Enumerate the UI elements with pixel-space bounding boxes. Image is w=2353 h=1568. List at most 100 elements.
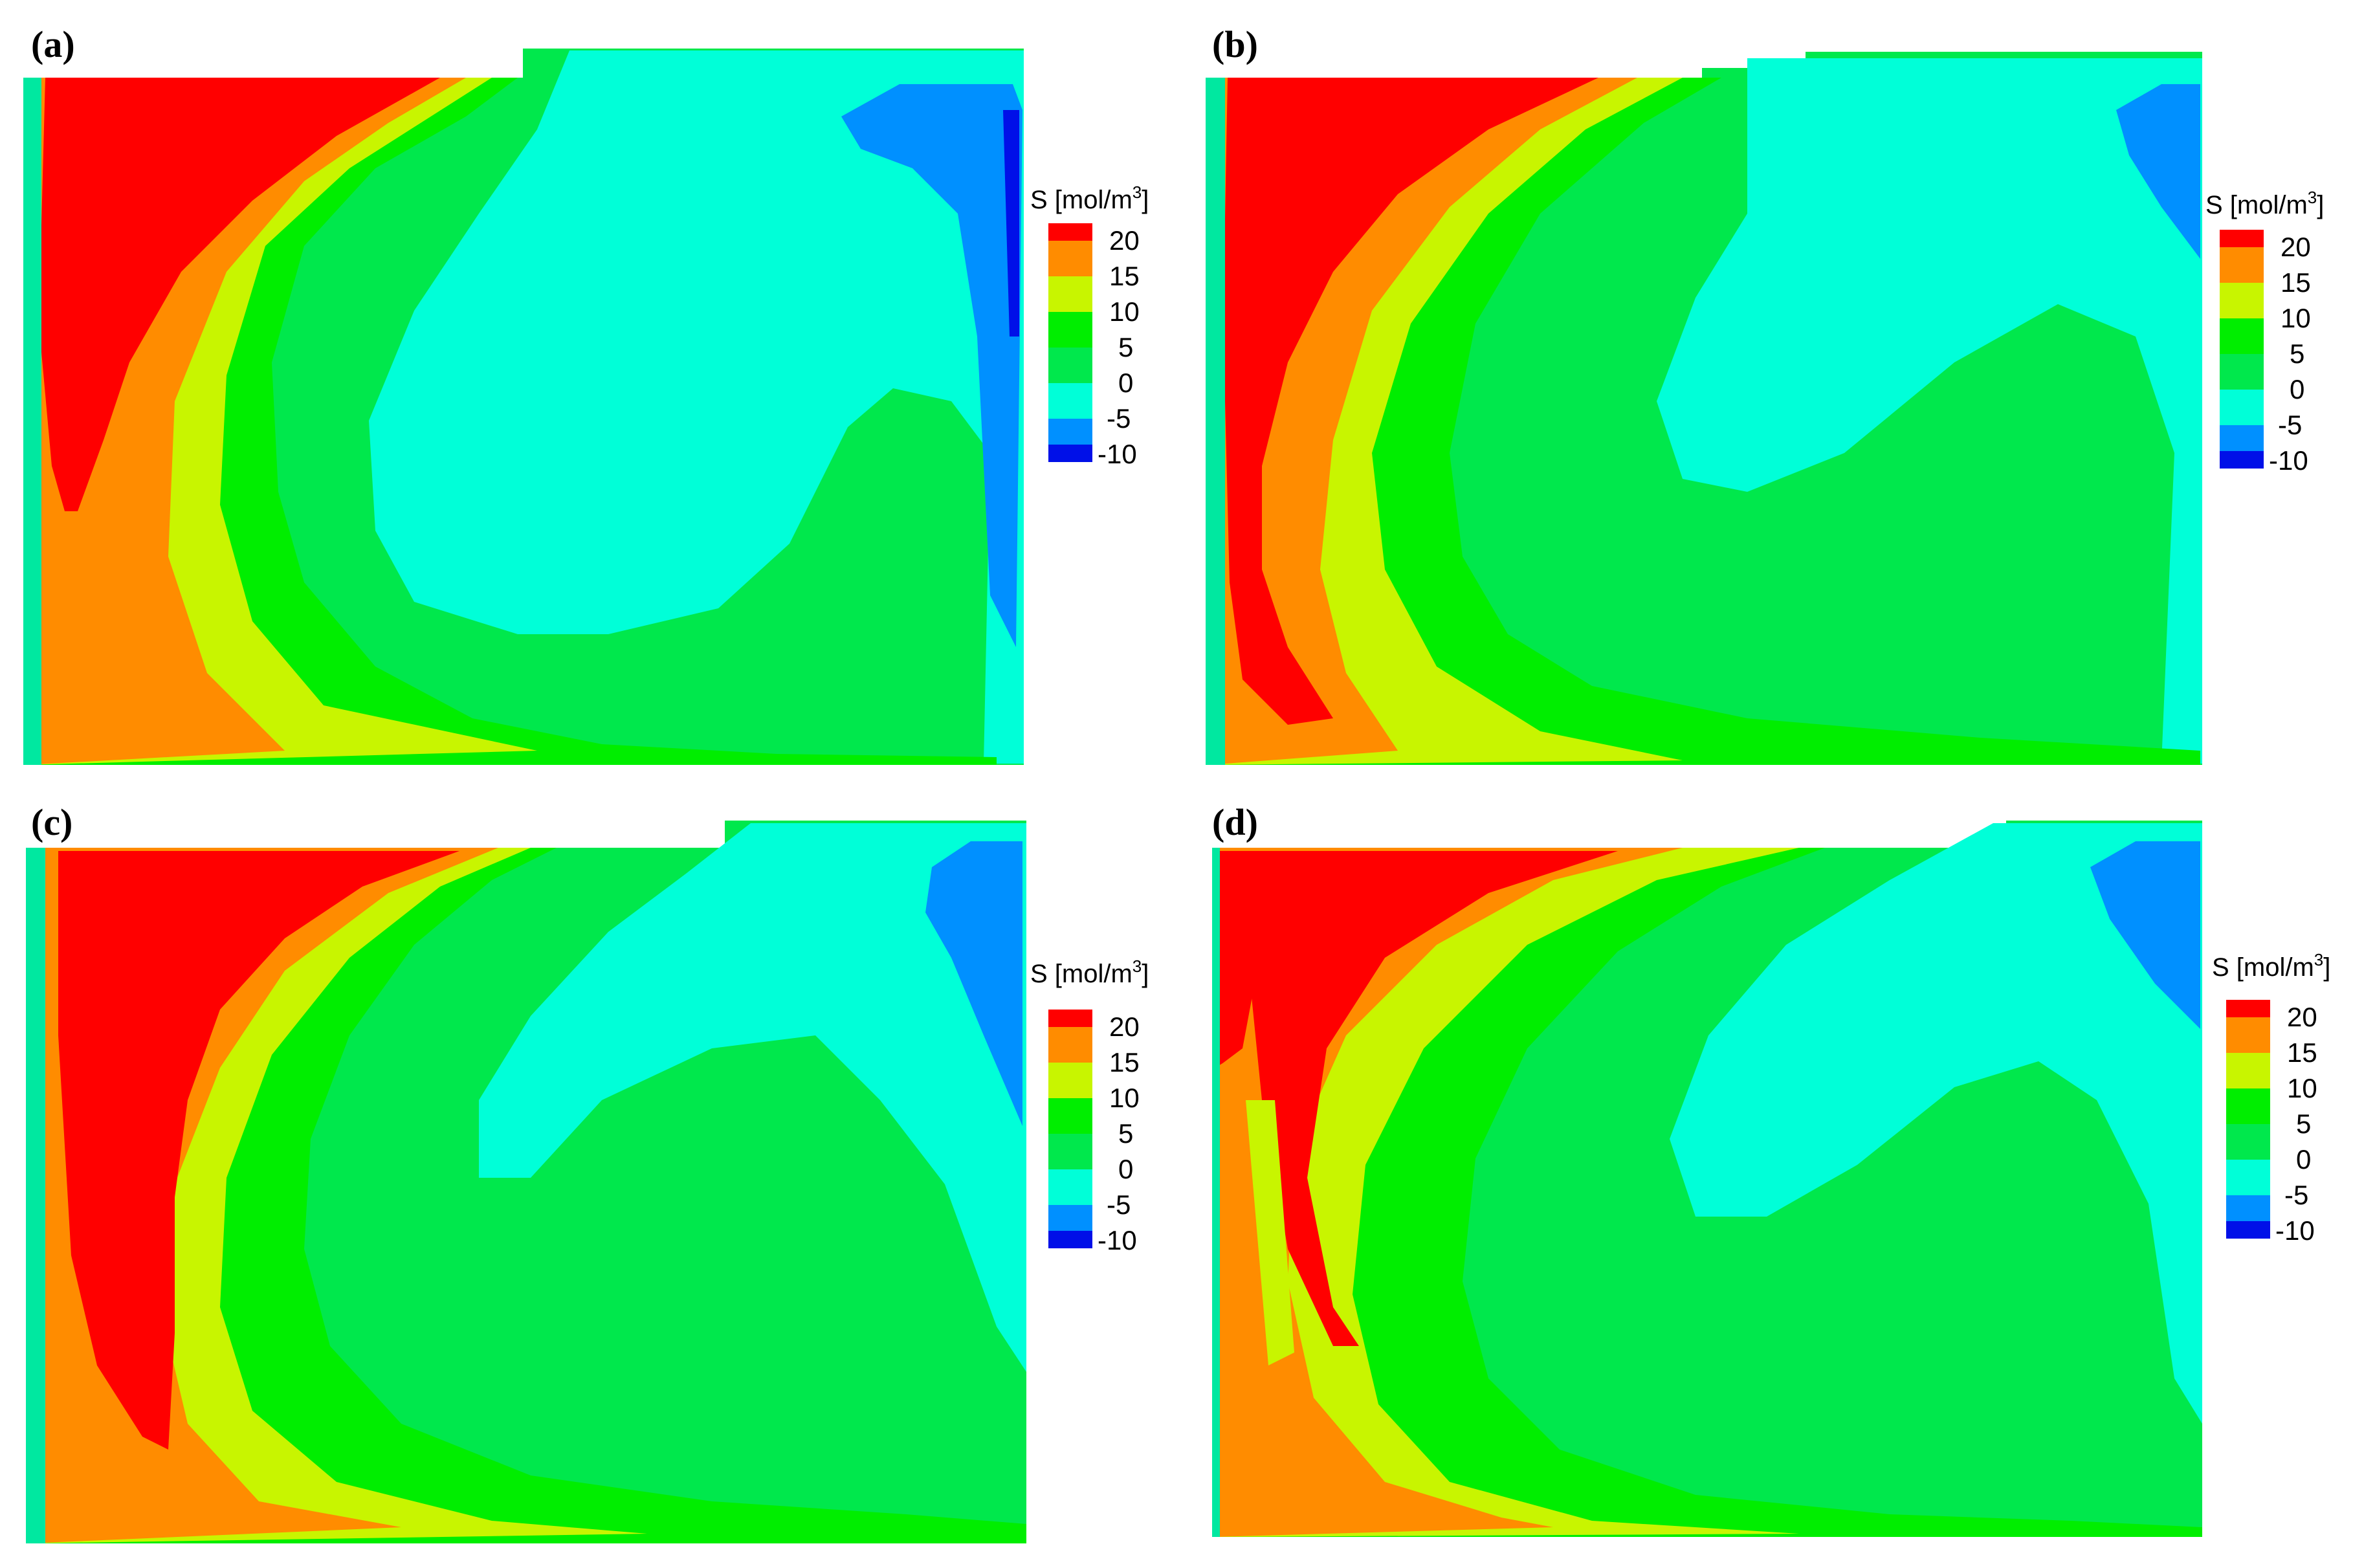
region-cyan-d — [1670, 823, 2202, 1424]
legend-tick-b-m5: -5 — [2278, 410, 2302, 440]
legend-tick-d-m5: -5 — [2284, 1180, 2308, 1210]
legend-tick-d-10: 10 — [2287, 1073, 2317, 1103]
legend-c: S [mol/m3] 20 15 10 5 0 -5 -10 — [1030, 956, 1149, 1255]
region-20-c — [58, 851, 459, 1450]
panel-label-a: (a) — [31, 23, 75, 65]
legend-tick-b-10: 10 — [2281, 303, 2311, 333]
panel-label-d: (d) — [1212, 801, 1258, 843]
panel-b: (b) S [mol/m3] 20 15 — [1206, 23, 2324, 765]
legend-swatch-a-5 — [1048, 312, 1092, 348]
legend-b: S [mol/m3] 20 15 10 5 0 -5 -10 — [2205, 188, 2324, 476]
region-darkblue-a — [1003, 110, 1019, 337]
region-20-b — [1223, 78, 1598, 725]
legend-swatch-b-min — [2220, 451, 2264, 469]
region-cyan-c — [479, 823, 1026, 1372]
legend-swatch-a-m10 — [1048, 419, 1092, 445]
legend-swatch-d-0 — [2226, 1124, 2270, 1160]
legend-tick-c-m10: -10 — [1098, 1225, 1137, 1255]
panel-a: (a) S [mol/m3] 20 — [23, 23, 1149, 765]
contour-plot-a — [23, 49, 1024, 765]
legend-swatch-d-min — [2226, 1221, 2270, 1239]
legend-tick-d-0: 0 — [2296, 1144, 2311, 1175]
legend-tick-d-20: 20 — [2287, 1002, 2317, 1032]
legend-tick-a-20: 20 — [1109, 225, 1140, 256]
legend-swatch-b-20 — [2220, 230, 2264, 247]
legend-swatch-c-m5 — [1048, 1169, 1092, 1205]
legend-swatch-d-10 — [2226, 1053, 2270, 1088]
legend-a: S [mol/m3] 20 15 10 5 0 -5 -10 — [1030, 182, 1149, 469]
legend-tick-c-20: 20 — [1109, 1011, 1140, 1042]
legend-tick-c-10: 10 — [1109, 1083, 1140, 1113]
legend-swatch-c-15 — [1048, 1027, 1092, 1063]
legend-swatch-b-15 — [2220, 247, 2264, 283]
region-blue-d — [2090, 841, 2200, 1029]
legend-swatch-d-m5 — [2226, 1160, 2270, 1195]
legend-swatch-d-m10 — [2226, 1195, 2270, 1221]
legend-title-c: S [mol/m3] — [1030, 956, 1149, 988]
legend-swatch-c-min — [1048, 1231, 1092, 1248]
legend-swatch-b-5 — [2220, 318, 2264, 354]
contour-plot-d — [1212, 821, 2202, 1537]
legend-tick-b-20: 20 — [2281, 232, 2311, 262]
legend-tick-d-5: 5 — [2296, 1109, 2311, 1139]
contour-plot-c — [26, 821, 1026, 1543]
legend-d: S [mol/m3] 20 15 10 5 0 -5 -10 — [2212, 950, 2330, 1246]
legend-swatch-c-0 — [1048, 1134, 1092, 1169]
region-20-sliver-d — [1215, 851, 1265, 1068]
legend-swatch-a-min — [1048, 445, 1092, 462]
legend-swatch-c-20 — [1048, 1010, 1092, 1027]
left-wall-d — [1212, 848, 1220, 1537]
legend-tick-a-m10: -10 — [1098, 439, 1137, 469]
panel-c: (c) S [mol/m3] 20 15 — [26, 801, 1149, 1543]
region-cyan-a — [369, 50, 1024, 764]
legend-swatch-d-20 — [2226, 1000, 2270, 1017]
legend-tick-a-0: 0 — [1118, 368, 1133, 398]
panel-label-c: (c) — [31, 801, 72, 843]
legend-swatch-b-m10 — [2220, 425, 2264, 451]
region-20-a — [39, 78, 440, 511]
legend-tick-b-m10: -10 — [2269, 445, 2308, 476]
region-10-sliver-d — [1246, 1100, 1294, 1365]
legend-swatch-c-5 — [1048, 1098, 1092, 1134]
region-5-a — [26, 78, 997, 765]
legend-tick-b-5: 5 — [2290, 338, 2304, 369]
region-cyan-b — [1657, 58, 2202, 764]
legend-swatch-c-10 — [1048, 1063, 1092, 1098]
legend-swatch-d-5 — [2226, 1088, 2270, 1124]
left-wall-c — [26, 848, 45, 1543]
panel-d: (d) S [mol/m3] — [1212, 801, 2330, 1537]
legend-swatch-d-15 — [2226, 1017, 2270, 1053]
legend-tick-c-5: 5 — [1118, 1118, 1133, 1149]
left-wall-a — [23, 78, 41, 765]
legend-tick-c-m5: -5 — [1107, 1189, 1131, 1220]
legend-swatch-b-0 — [2220, 354, 2264, 390]
legend-swatch-a-15 — [1048, 241, 1092, 276]
legend-swatch-a-m5 — [1048, 383, 1092, 419]
legend-tick-a-5: 5 — [1118, 332, 1133, 362]
legend-title-a: S [mol/m3] — [1030, 182, 1149, 214]
legend-tick-c-0: 0 — [1118, 1154, 1133, 1184]
legend-tick-a-10: 10 — [1109, 296, 1140, 327]
legend-tick-a-m5: -5 — [1107, 403, 1131, 434]
contour-plot-b — [1206, 52, 2202, 765]
legend-swatch-b-10 — [2220, 283, 2264, 318]
legend-tick-b-15: 15 — [2281, 267, 2311, 298]
region-blue-b — [2116, 84, 2200, 259]
legend-tick-b-0: 0 — [2290, 374, 2304, 404]
panel-label-b: (b) — [1212, 23, 1258, 65]
region-5-d — [1215, 848, 2202, 1537]
region-20-d — [1249, 851, 1618, 1346]
legend-tick-d-m10: -10 — [2275, 1215, 2315, 1246]
legend-swatch-a-0 — [1048, 348, 1092, 383]
legend-tick-c-15: 15 — [1109, 1047, 1140, 1077]
legend-title-b: S [mol/m3] — [2205, 188, 2324, 219]
legend-swatch-c-m10 — [1048, 1205, 1092, 1231]
legend-tick-d-15: 15 — [2287, 1037, 2317, 1068]
legend-tick-a-15: 15 — [1109, 261, 1140, 291]
legend-swatch-b-m5 — [2220, 390, 2264, 425]
region-blue-a — [841, 84, 1022, 647]
legend-swatch-a-10 — [1048, 276, 1092, 312]
legend-swatch-a-20 — [1048, 223, 1092, 241]
region-blue-c — [925, 841, 1022, 1126]
